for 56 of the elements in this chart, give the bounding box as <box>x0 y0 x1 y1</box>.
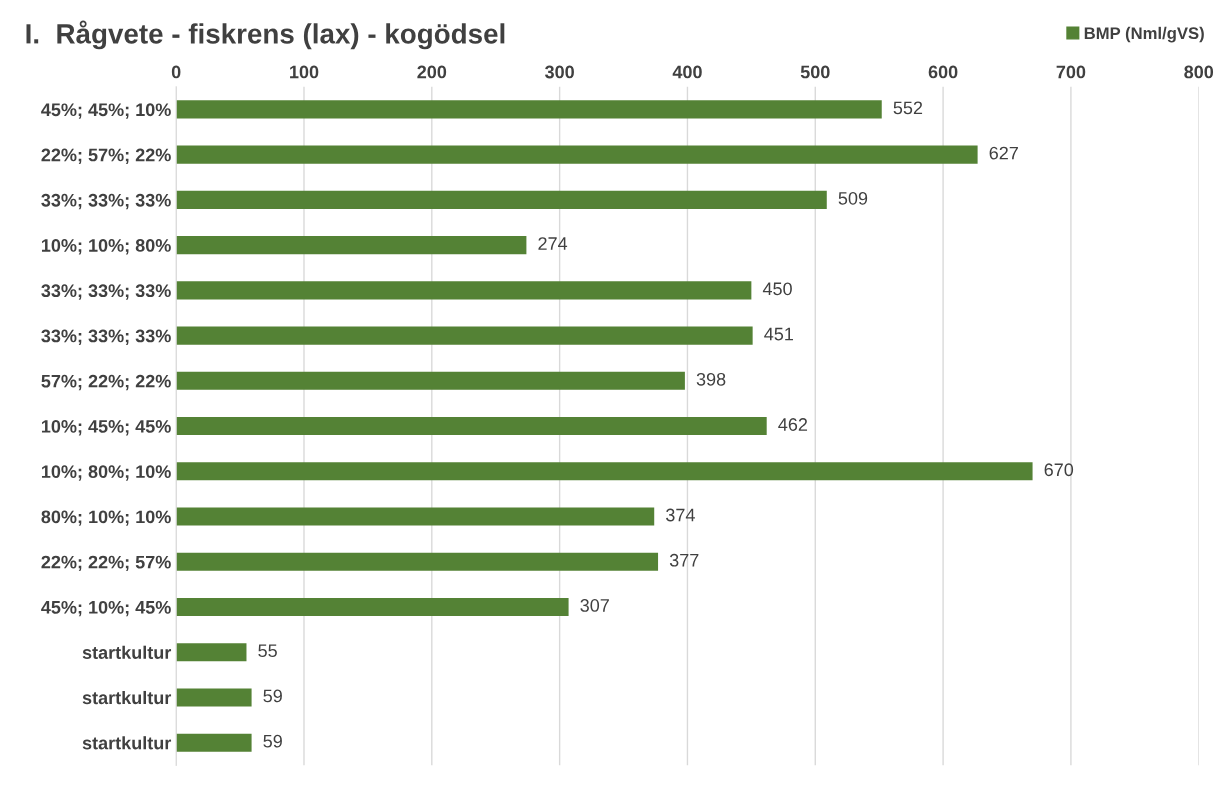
data-label: 55 <box>258 644 277 658</box>
y-tick-label: 10%; 45%; 45% <box>41 419 171 436</box>
bar <box>176 507 655 526</box>
bar <box>176 462 1033 481</box>
data-label: 670 <box>1044 463 1074 477</box>
y-tick-label: 22%; 57%; 22% <box>41 148 171 164</box>
y-tick-label: 10%; 80%; 10% <box>41 465 171 481</box>
bar <box>176 281 752 300</box>
bar <box>176 100 882 119</box>
chart-title: I. Rågvete - fiskrens (lax) - kogödsel <box>26 20 505 50</box>
bar <box>176 597 569 617</box>
data-label: 450 <box>762 282 792 296</box>
y-tick-label: 80%; 10%; 10% <box>41 510 171 526</box>
x-tick-label: 0 <box>171 65 181 79</box>
data-label: 59 <box>263 689 282 703</box>
bar <box>176 417 767 436</box>
x-tick-label: 300 <box>544 65 574 79</box>
data-label: 307 <box>580 599 609 612</box>
x-tick-label: 400 <box>672 65 702 79</box>
bar <box>176 236 527 255</box>
y-tick-label: 10%; 10%; 80% <box>41 239 171 255</box>
y-tick-label: 45%; 45%; 10% <box>41 103 171 119</box>
bar <box>176 733 252 752</box>
x-tick-label: 200 <box>417 65 447 79</box>
x-tick-label: 600 <box>928 65 958 79</box>
data-label: 627 <box>989 146 1018 160</box>
data-label: 509 <box>838 191 868 205</box>
y-tick-label: startkultur <box>82 736 172 750</box>
data-label: 398 <box>696 372 726 386</box>
bar <box>176 326 753 345</box>
data-label: 552 <box>893 101 923 115</box>
bar <box>176 552 659 571</box>
y-tick-label: 33%; 33%; 33% <box>41 329 171 345</box>
x-tick-label: 800 <box>1184 65 1214 79</box>
data-label: 451 <box>764 327 793 341</box>
y-tick-label: 22%; 22%; 57% <box>41 555 171 572</box>
bar <box>176 688 252 707</box>
x-tick-label: 500 <box>800 65 830 79</box>
data-label: 59 <box>263 734 282 748</box>
y-tick-label: 45%; 10%; 45% <box>41 600 171 617</box>
y-tick-label: 57%; 22%; 22% <box>41 374 171 391</box>
x-tick-label: 700 <box>1056 65 1086 79</box>
bar <box>176 371 685 390</box>
data-label: 274 <box>538 237 568 250</box>
bar <box>176 190 827 209</box>
data-label: 462 <box>778 418 808 431</box>
bar <box>176 145 978 164</box>
y-tick-label: startkultur <box>82 690 172 705</box>
y-tick-label: 33%; 33%; 33% <box>41 193 171 210</box>
x-tick-label: 100 <box>290 65 319 79</box>
y-tick-label: startkultur <box>82 645 172 659</box>
data-label: 374 <box>666 508 695 522</box>
legend-label: BMP (Nml/gVS) <box>1084 26 1204 43</box>
bar <box>176 643 247 662</box>
data-label: 377 <box>669 553 699 567</box>
y-tick-label: 33%; 33%; 33% <box>41 284 171 300</box>
